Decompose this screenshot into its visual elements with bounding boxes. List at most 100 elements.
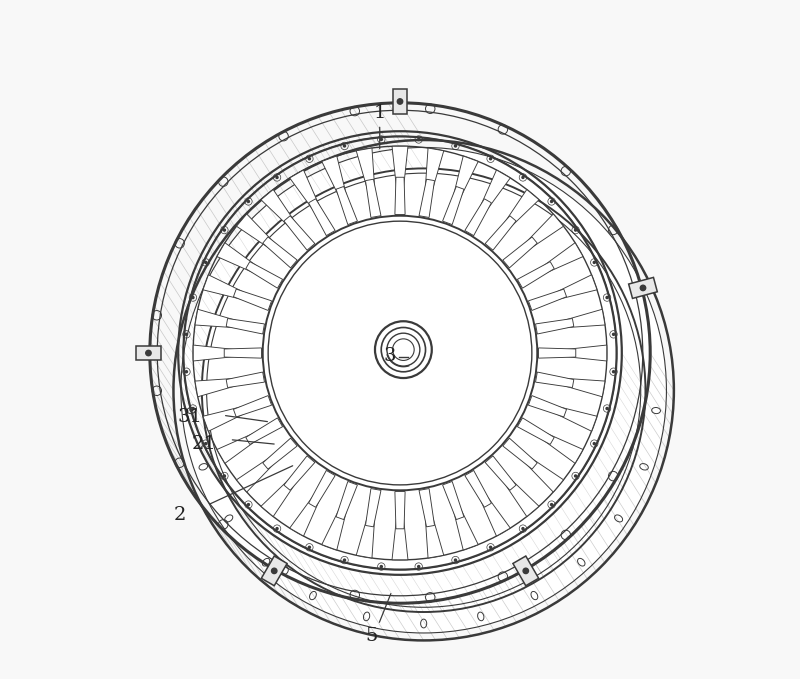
Polygon shape — [393, 89, 407, 114]
Polygon shape — [262, 438, 297, 469]
Polygon shape — [538, 430, 583, 463]
Circle shape — [192, 407, 194, 409]
Circle shape — [550, 504, 553, 506]
Circle shape — [454, 559, 457, 561]
Polygon shape — [224, 348, 262, 358]
Circle shape — [380, 566, 382, 568]
Text: 5: 5 — [366, 627, 378, 644]
Text: 1: 1 — [374, 104, 386, 122]
Polygon shape — [629, 278, 658, 299]
Circle shape — [343, 559, 346, 561]
Circle shape — [268, 221, 532, 485]
Circle shape — [418, 139, 420, 141]
Polygon shape — [419, 179, 434, 217]
Polygon shape — [535, 318, 574, 334]
Polygon shape — [237, 454, 278, 492]
Polygon shape — [237, 214, 278, 252]
Circle shape — [490, 547, 492, 549]
Polygon shape — [195, 378, 242, 397]
Circle shape — [146, 350, 151, 356]
Polygon shape — [550, 275, 597, 301]
Polygon shape — [501, 475, 539, 517]
Polygon shape — [529, 289, 566, 310]
Polygon shape — [465, 199, 491, 236]
Polygon shape — [550, 405, 597, 431]
Polygon shape — [262, 237, 297, 268]
Polygon shape — [513, 556, 538, 586]
Circle shape — [276, 177, 278, 179]
Polygon shape — [522, 454, 563, 492]
Polygon shape — [309, 199, 335, 236]
Polygon shape — [261, 475, 299, 517]
Polygon shape — [518, 261, 554, 288]
Polygon shape — [246, 261, 282, 288]
Polygon shape — [309, 471, 335, 507]
Polygon shape — [135, 346, 162, 361]
Polygon shape — [442, 481, 464, 519]
Polygon shape — [203, 405, 250, 431]
Circle shape — [380, 139, 382, 141]
Circle shape — [223, 229, 226, 231]
Polygon shape — [226, 372, 265, 388]
Circle shape — [181, 147, 666, 633]
Polygon shape — [261, 189, 299, 232]
Polygon shape — [366, 489, 381, 527]
Circle shape — [192, 297, 194, 299]
Polygon shape — [290, 170, 322, 215]
Polygon shape — [452, 156, 478, 203]
Polygon shape — [561, 345, 606, 361]
Polygon shape — [234, 289, 271, 310]
Circle shape — [606, 407, 608, 409]
Polygon shape — [203, 275, 250, 301]
Polygon shape — [503, 237, 538, 268]
Text: 3: 3 — [384, 348, 396, 365]
Polygon shape — [518, 418, 554, 445]
Circle shape — [308, 547, 310, 549]
Polygon shape — [529, 396, 566, 417]
Polygon shape — [478, 170, 510, 215]
Circle shape — [223, 475, 226, 477]
Polygon shape — [366, 179, 381, 217]
Polygon shape — [194, 345, 239, 361]
Text: 31: 31 — [178, 408, 203, 426]
Polygon shape — [522, 214, 563, 252]
Circle shape — [454, 145, 457, 147]
Circle shape — [398, 98, 402, 104]
Polygon shape — [419, 489, 434, 527]
Circle shape — [186, 333, 187, 335]
Circle shape — [550, 200, 553, 202]
Polygon shape — [392, 514, 408, 559]
Polygon shape — [217, 430, 262, 463]
Circle shape — [375, 321, 432, 378]
Polygon shape — [284, 456, 315, 490]
Circle shape — [247, 504, 250, 506]
Polygon shape — [485, 216, 516, 250]
Polygon shape — [558, 309, 605, 328]
Polygon shape — [336, 481, 358, 519]
Polygon shape — [356, 511, 375, 558]
Polygon shape — [290, 491, 322, 536]
Polygon shape — [322, 503, 348, 550]
Circle shape — [523, 568, 529, 574]
Circle shape — [343, 145, 346, 147]
Circle shape — [613, 371, 614, 373]
Circle shape — [186, 371, 187, 373]
Polygon shape — [425, 148, 444, 195]
Polygon shape — [246, 418, 282, 445]
Polygon shape — [535, 372, 574, 388]
Polygon shape — [501, 189, 539, 232]
Circle shape — [640, 285, 646, 291]
Polygon shape — [503, 438, 538, 469]
Polygon shape — [395, 492, 405, 529]
Polygon shape — [538, 348, 576, 358]
Circle shape — [613, 333, 614, 335]
Polygon shape — [322, 156, 348, 203]
Circle shape — [594, 261, 595, 263]
Text: 21: 21 — [191, 435, 216, 454]
Circle shape — [418, 566, 420, 568]
Polygon shape — [465, 471, 491, 507]
Polygon shape — [538, 242, 583, 275]
Polygon shape — [425, 511, 444, 558]
Circle shape — [205, 261, 206, 263]
Circle shape — [574, 475, 577, 477]
